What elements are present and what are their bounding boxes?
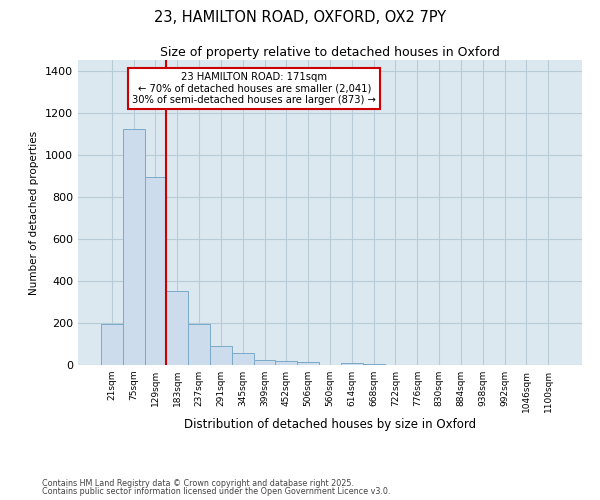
Bar: [363, 364, 385, 365]
Bar: [101, 324, 123, 365]
Text: Contains HM Land Registry data © Crown copyright and database right 2025.: Contains HM Land Registry data © Crown c…: [42, 478, 354, 488]
Y-axis label: Number of detached properties: Number of detached properties: [29, 130, 40, 294]
Bar: [297, 362, 319, 365]
Bar: [145, 177, 166, 365]
Bar: [123, 130, 145, 365]
Text: 23 HAMILTON ROAD: 171sqm
← 70% of detached houses are smaller (2,041)
30% of sem: 23 HAMILTON ROAD: 171sqm ← 70% of detach…: [133, 72, 376, 106]
Bar: [275, 361, 297, 365]
Text: Contains public sector information licensed under the Open Government Licence v3: Contains public sector information licen…: [42, 487, 391, 496]
Text: 23, HAMILTON ROAD, OXFORD, OX2 7PY: 23, HAMILTON ROAD, OXFORD, OX2 7PY: [154, 10, 446, 25]
Bar: [254, 360, 275, 365]
Bar: [188, 324, 210, 365]
Bar: [341, 363, 363, 365]
Bar: [166, 292, 188, 365]
Title: Size of property relative to detached houses in Oxford: Size of property relative to detached ho…: [160, 46, 500, 59]
X-axis label: Distribution of detached houses by size in Oxford: Distribution of detached houses by size …: [184, 418, 476, 430]
Bar: [210, 346, 232, 365]
Bar: [232, 354, 254, 365]
